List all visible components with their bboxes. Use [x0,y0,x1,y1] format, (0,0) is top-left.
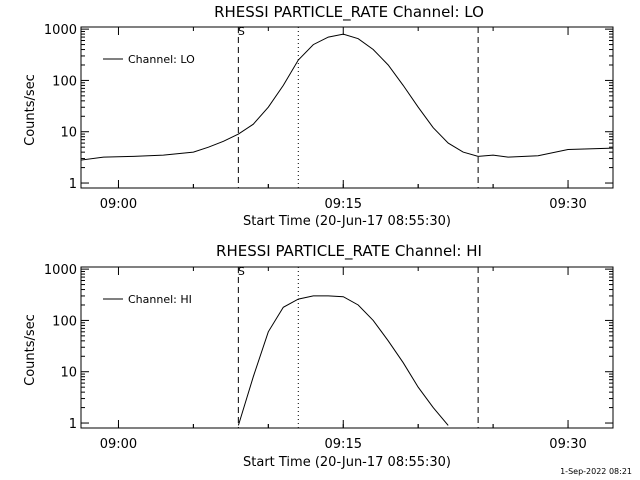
y-tick-label: 10 [60,126,77,141]
series-line [80,33,614,178]
marker-label: S [238,25,245,38]
legend-label: Channel: LO [128,53,195,66]
x-tick-label: 09:00 [100,437,137,452]
legend-label: Channel: HI [128,293,192,306]
x-tick-label: 09:00 [100,197,137,212]
y-axis-label: Counts/sec [23,314,38,386]
x-tick-label: 09:15 [325,197,362,212]
y-tick-label: 10 [60,366,77,381]
footer-date: 1-Sep-2022 08:21 [560,467,632,476]
x-axis-label: Start Time (20-Jun-17 08:55:30) [243,214,451,229]
chart-panel-hi: RHESSI PARTICLE_RATE Channel: HI Counts/… [23,242,614,470]
y-tick-label: 100 [52,314,77,329]
x-tick-label: 09:30 [549,437,586,452]
y-tick-label: 1000 [44,23,77,38]
marker-label: S [238,265,245,278]
x-tick-label: 09:15 [325,437,362,452]
chart-title: RHESSI PARTICLE_RATE Channel: LO [214,3,484,22]
y-tick-label: 1000 [44,263,77,278]
y-axis-label: Counts/sec [23,74,38,146]
plot-frame [80,26,614,189]
y-tick-label: 100 [52,74,77,89]
chart-title: RHESSI PARTICLE_RATE Channel: HI [216,242,482,261]
plot-frame [80,266,614,429]
x-tick-label: 09:30 [549,197,586,212]
chart-panel-lo: RHESSI PARTICLE_RATE Channel: LO Counts/… [23,3,614,229]
series-line [237,295,449,426]
y-tick-label: 1 [69,177,77,192]
y-tick-label: 1 [69,417,77,432]
x-axis-label: Start Time (20-Jun-17 08:55:30) [243,455,451,470]
